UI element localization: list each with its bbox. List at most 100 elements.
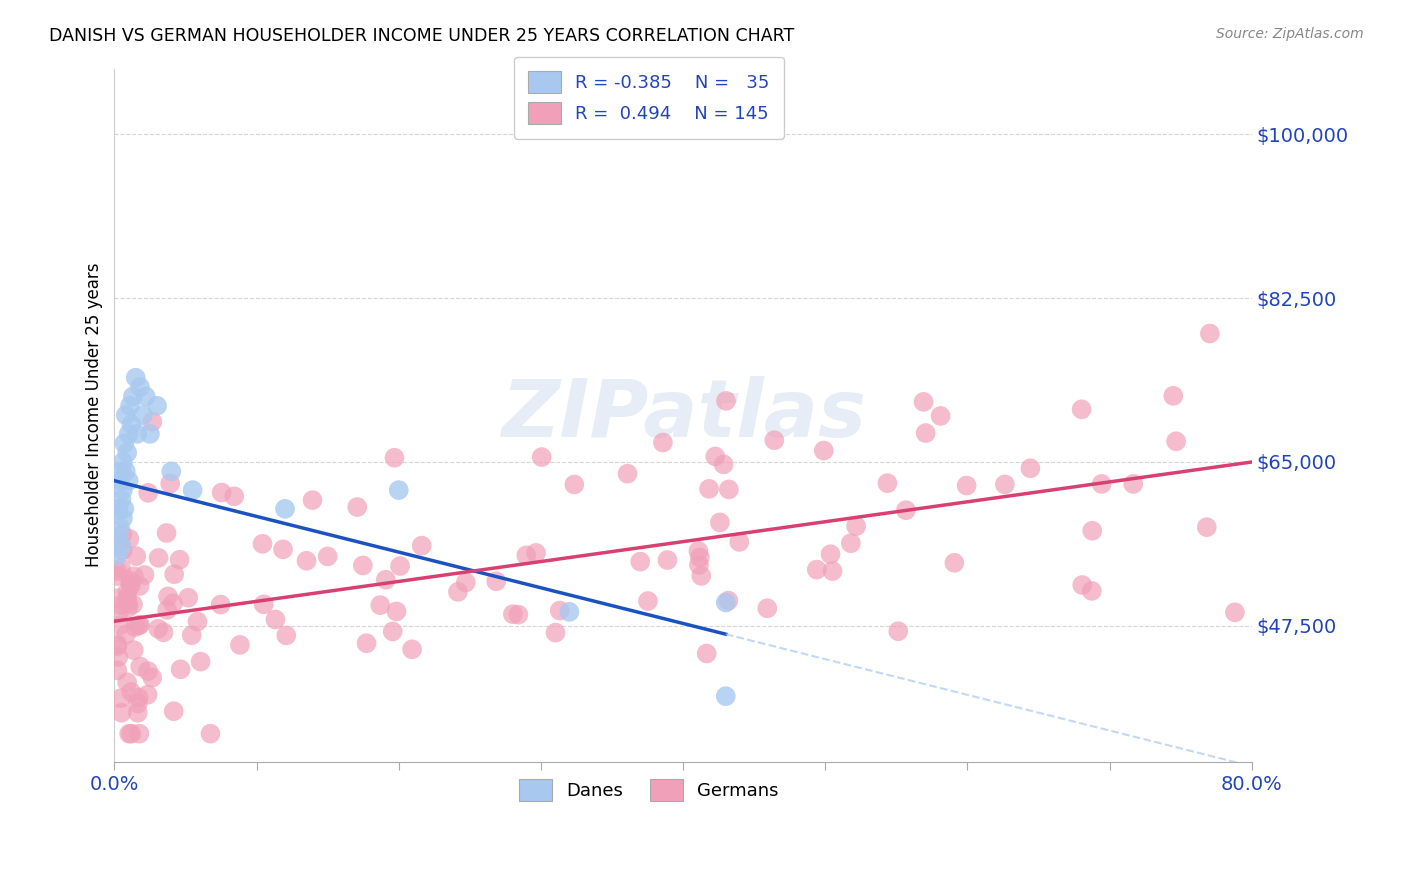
Point [146, 399, 169, 413]
Point [530, 450, 553, 464]
Point [368, 598, 391, 612]
Point [714, 595, 737, 609]
Point [894, 503, 917, 517]
Point [385, 604, 408, 618]
Point [728, 535, 751, 549]
Text: DANISH VS GERMAN HOUSEHOLDER INCOME UNDER 25 YEARS CORRELATION CHART: DANISH VS GERMAN HOUSEHOLDER INCOME UNDE… [49, 27, 794, 45]
Point [115, 675, 138, 690]
Point [813, 443, 835, 458]
Point [122, 598, 145, 612]
Point [155, 525, 177, 540]
Point [110, 492, 132, 507]
Point [124, 620, 146, 634]
Point [200, 726, 222, 740]
Point [117, 474, 139, 488]
Point [515, 549, 537, 563]
Point [122, 389, 145, 403]
Point [128, 726, 150, 740]
Point [141, 415, 163, 429]
Point [271, 542, 294, 557]
Point [697, 482, 720, 496]
Point [111, 483, 134, 497]
Point [628, 555, 651, 569]
Point [756, 601, 779, 615]
Point [346, 500, 368, 514]
Point [105, 564, 128, 578]
Point [295, 554, 318, 568]
Point [229, 638, 252, 652]
Point [148, 622, 170, 636]
Point [110, 618, 132, 632]
Point [1081, 524, 1104, 538]
Point [1070, 402, 1092, 417]
Point [688, 544, 710, 558]
Point [562, 477, 585, 491]
Y-axis label: Householder Income Under 25 years: Householder Income Under 25 years [86, 263, 103, 567]
Point [139, 426, 162, 441]
Point [148, 550, 170, 565]
Point [696, 647, 718, 661]
Point [616, 467, 638, 481]
Point [209, 598, 232, 612]
Point [845, 519, 868, 533]
Point [112, 436, 135, 450]
Point [120, 685, 142, 699]
Point [186, 615, 208, 629]
Point [110, 464, 132, 478]
Point [994, 477, 1017, 491]
Point [128, 579, 150, 593]
Point [1198, 326, 1220, 341]
Point [110, 539, 132, 553]
Point [763, 434, 786, 448]
Point [356, 636, 378, 650]
Point [110, 691, 132, 706]
Point [125, 370, 148, 384]
Point [224, 489, 246, 503]
Point [105, 591, 128, 606]
Point [544, 625, 567, 640]
Point [1091, 477, 1114, 491]
Point [887, 624, 910, 639]
Point [190, 655, 212, 669]
Point [110, 706, 132, 720]
Point [876, 476, 898, 491]
Point [105, 663, 128, 677]
Point [1081, 583, 1104, 598]
Point [135, 389, 157, 403]
Point [714, 689, 737, 703]
Point [1161, 389, 1184, 403]
Point [127, 706, 149, 720]
Point [637, 594, 659, 608]
Point [389, 559, 412, 574]
Point [111, 511, 134, 525]
Point [252, 537, 274, 551]
Point [117, 596, 139, 610]
Point [125, 549, 148, 564]
Point [122, 643, 145, 657]
Point [108, 474, 131, 488]
Point [122, 569, 145, 583]
Point [388, 483, 411, 497]
Point [107, 530, 129, 544]
Point [115, 445, 138, 459]
Text: ZIPatlas: ZIPatlas [501, 376, 866, 454]
Point [316, 549, 339, 564]
Point [118, 532, 141, 546]
Point [180, 628, 202, 642]
Point [1122, 477, 1144, 491]
Point [134, 568, 156, 582]
Point [136, 486, 159, 500]
Point [806, 563, 828, 577]
Point [132, 408, 155, 422]
Point [117, 426, 139, 441]
Point [1195, 520, 1218, 534]
Point [839, 536, 862, 550]
Point [253, 597, 276, 611]
Point [177, 591, 200, 605]
Point [821, 564, 844, 578]
Point [384, 450, 406, 465]
Point [159, 476, 181, 491]
Point [111, 543, 134, 558]
Point [548, 604, 571, 618]
Point [129, 659, 152, 673]
